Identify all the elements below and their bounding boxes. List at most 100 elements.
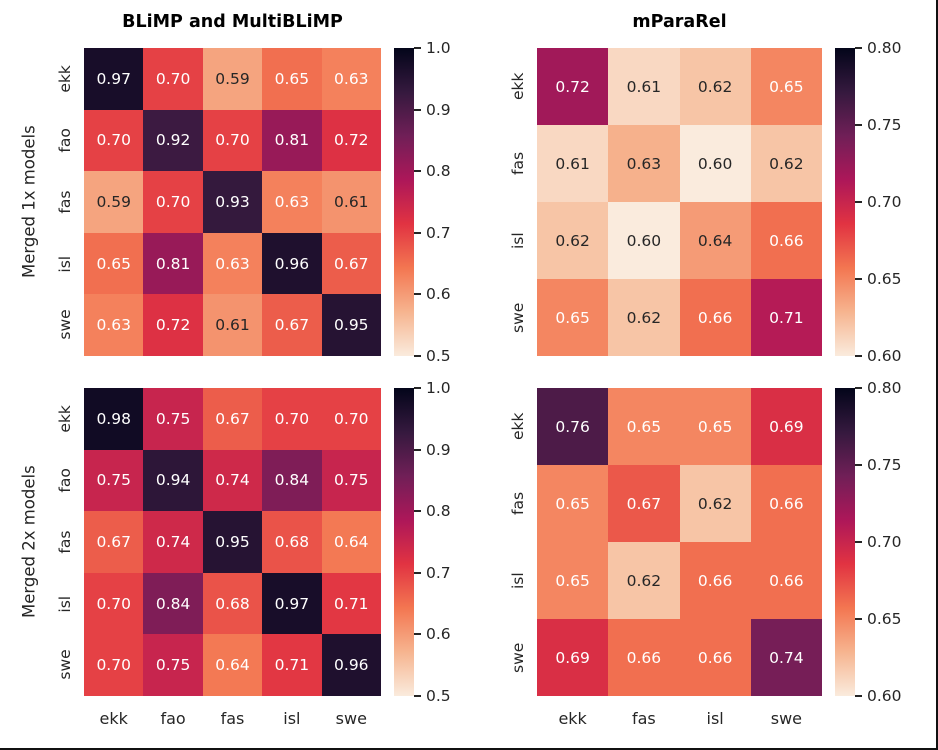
colorbar-tick-label: 0.70 (867, 533, 902, 551)
x-tick-label: isl (283, 709, 301, 728)
y-tick-labels: ekk fao fas isl swe (46, 48, 84, 356)
colorbar-tick: 0.7 (414, 564, 451, 582)
colorbar-tick-mark (855, 464, 862, 466)
colorbar-tick: 0.80 (855, 379, 902, 397)
heatmap-grid: 0.97 0.70 0.59 0.65 0.63 0.70 0.92 0.70 0.81 0.72… (84, 48, 381, 356)
panel-blimp-merged-1x: BLiMP and MultiBLiMP Merged 1x models ek… (12, 10, 477, 365)
colorbar-tick: 1.0 (414, 39, 451, 57)
colorbar-ticks: 1.0 0.9 0.8 0.7 0.6 0.5 (414, 379, 477, 705)
heatmap-cell: 0.96 (321, 634, 381, 696)
heatmap-cell: 0.84 (262, 449, 322, 512)
x-tick-label: fao (160, 709, 186, 728)
heatmap-cell: 0.70 (84, 634, 144, 696)
y-tick-label: fao (56, 128, 74, 153)
heatmap-grid: 0.76 0.65 0.65 0.69 0.65 0.67 0.62 0.66 0.65 0.62… (537, 388, 822, 696)
colorbar-tick-label: 0.80 (867, 379, 902, 397)
colorbar-tick-label: 0.75 (867, 456, 902, 474)
heatmap-cell: 0.59 (84, 171, 144, 233)
heatmap-cell: 0.92 (143, 109, 203, 172)
colorbar-tick-label: 0.65 (867, 270, 902, 288)
colorbar-tick-label: 0.6 (426, 625, 451, 644)
x-tick-label: fas (220, 709, 245, 728)
heatmap-cell: 0.74 (143, 511, 203, 573)
heatmap-cell: 0.64 (202, 634, 263, 696)
heatmap-cell: 0.60 (608, 202, 680, 279)
colorbar-tick-label: 0.7 (426, 223, 451, 242)
colorbar (835, 48, 855, 356)
y-tick-label: swe (509, 642, 527, 673)
heatmap-cell: 0.66 (679, 279, 751, 356)
colorbar (394, 388, 414, 696)
colorbar-tick: 0.65 (855, 270, 902, 288)
heatmap-cell: 0.65 (679, 388, 751, 465)
heatmap-cell: 0.63 (84, 294, 144, 356)
x-tick-label: fas (631, 709, 656, 728)
heatmap-cell: 0.66 (679, 619, 751, 696)
colorbar-tick-label: 0.65 (867, 610, 902, 628)
colorbar (394, 48, 414, 356)
heatmap-cell: 0.84 (143, 572, 203, 635)
heatmap-cell: 0.71 (750, 279, 822, 356)
row-group-label: Merged 1x models (19, 125, 39, 279)
y-tick-labels: ekk fas isl swe (499, 48, 537, 356)
colorbar-tick-mark (855, 201, 862, 203)
x-tick-label: swe (335, 709, 367, 728)
colorbar-tick: 0.60 (855, 687, 902, 705)
colorbar-tick-label: 0.70 (867, 193, 902, 211)
colorbar-tick-label: 0.8 (426, 502, 451, 521)
heatmap-cell: 0.62 (608, 542, 680, 619)
y-tick-label: swe (56, 310, 74, 341)
colorbar-tick-label: 0.60 (867, 347, 902, 365)
panel-title: mParaRel (632, 12, 727, 32)
heatmap-cell: 0.68 (202, 572, 263, 635)
heatmap-cell: 0.60 (679, 125, 751, 202)
colorbar-tick-mark (414, 170, 421, 173)
colorbar-tick-mark (855, 47, 862, 49)
colorbar-wrap: 1.0 0.9 0.8 0.7 0.6 0.5 (381, 39, 477, 365)
heatmap-cell: 0.67 (321, 232, 381, 295)
heatmap-cell: 0.81 (143, 232, 203, 295)
heatmap-cell: 0.66 (750, 542, 822, 619)
y-tick-label: fas (56, 530, 74, 554)
heatmap-cell: 0.72 (321, 109, 381, 172)
heatmap-cell: 0.61 (608, 48, 680, 125)
colorbar-tick-mark (414, 387, 421, 389)
colorbar-tick-mark (855, 387, 862, 389)
panel-mpararel-merged-1x: mParaRel ekk fas isl swe 0.72 0.61 0.62 0.65 0.… (499, 10, 936, 365)
y-tick-label: ekk (56, 405, 74, 433)
colorbar-tick-label: 0.8 (426, 162, 451, 181)
heatmap-cell: 0.71 (321, 572, 381, 635)
y-tick-labels: ekk fas isl swe (499, 388, 537, 696)
heatmap-cell: 0.68 (262, 511, 322, 573)
colorbar-wrap: 0.80 0.75 0.70 0.65 0.60 (822, 39, 936, 365)
heatmap-cell: 0.62 (679, 48, 751, 125)
heatmap-cell: 0.70 (84, 572, 144, 635)
x-tick-label: isl (706, 709, 724, 728)
heatmap-cell: 0.70 (143, 48, 203, 110)
heatmap-cell: 0.65 (84, 232, 144, 295)
heatmap-cell: 0.67 (202, 388, 263, 450)
heatmap-cell: 0.75 (143, 388, 203, 450)
x-tick-label: ekk (558, 709, 587, 728)
heatmap-cell: 0.65 (537, 542, 609, 619)
colorbar-tick-label: 1.0 (426, 379, 451, 397)
colorbar-tick: 0.75 (855, 456, 902, 474)
x-tick-labels: ekk fao fas isl swe (84, 696, 381, 742)
heatmap-cell: 0.95 (321, 294, 381, 356)
heatmap-cell: 0.70 (143, 171, 203, 233)
heatmap-cell: 0.70 (84, 109, 144, 172)
row-group-label: Merged 2x models (19, 465, 39, 619)
colorbar-tick-mark (855, 124, 862, 126)
heatmap-cell: 0.95 (202, 511, 263, 573)
colorbar-tick-mark (414, 695, 421, 697)
y-tick-label: ekk (509, 412, 527, 441)
heatmap-cell: 0.62 (537, 202, 609, 279)
heatmap-cell: 0.66 (608, 619, 680, 696)
colorbar-tick-mark (855, 618, 862, 620)
heatmap-cell: 0.62 (750, 125, 822, 202)
heatmap-cell: 0.70 (202, 109, 263, 172)
heatmap-cell: 0.64 (679, 202, 751, 279)
heatmap-grid: 0.98 0.75 0.67 0.70 0.70 0.75 0.94 0.74 0.84 0.75… (84, 388, 381, 696)
heatmap-cell: 0.67 (608, 465, 680, 542)
